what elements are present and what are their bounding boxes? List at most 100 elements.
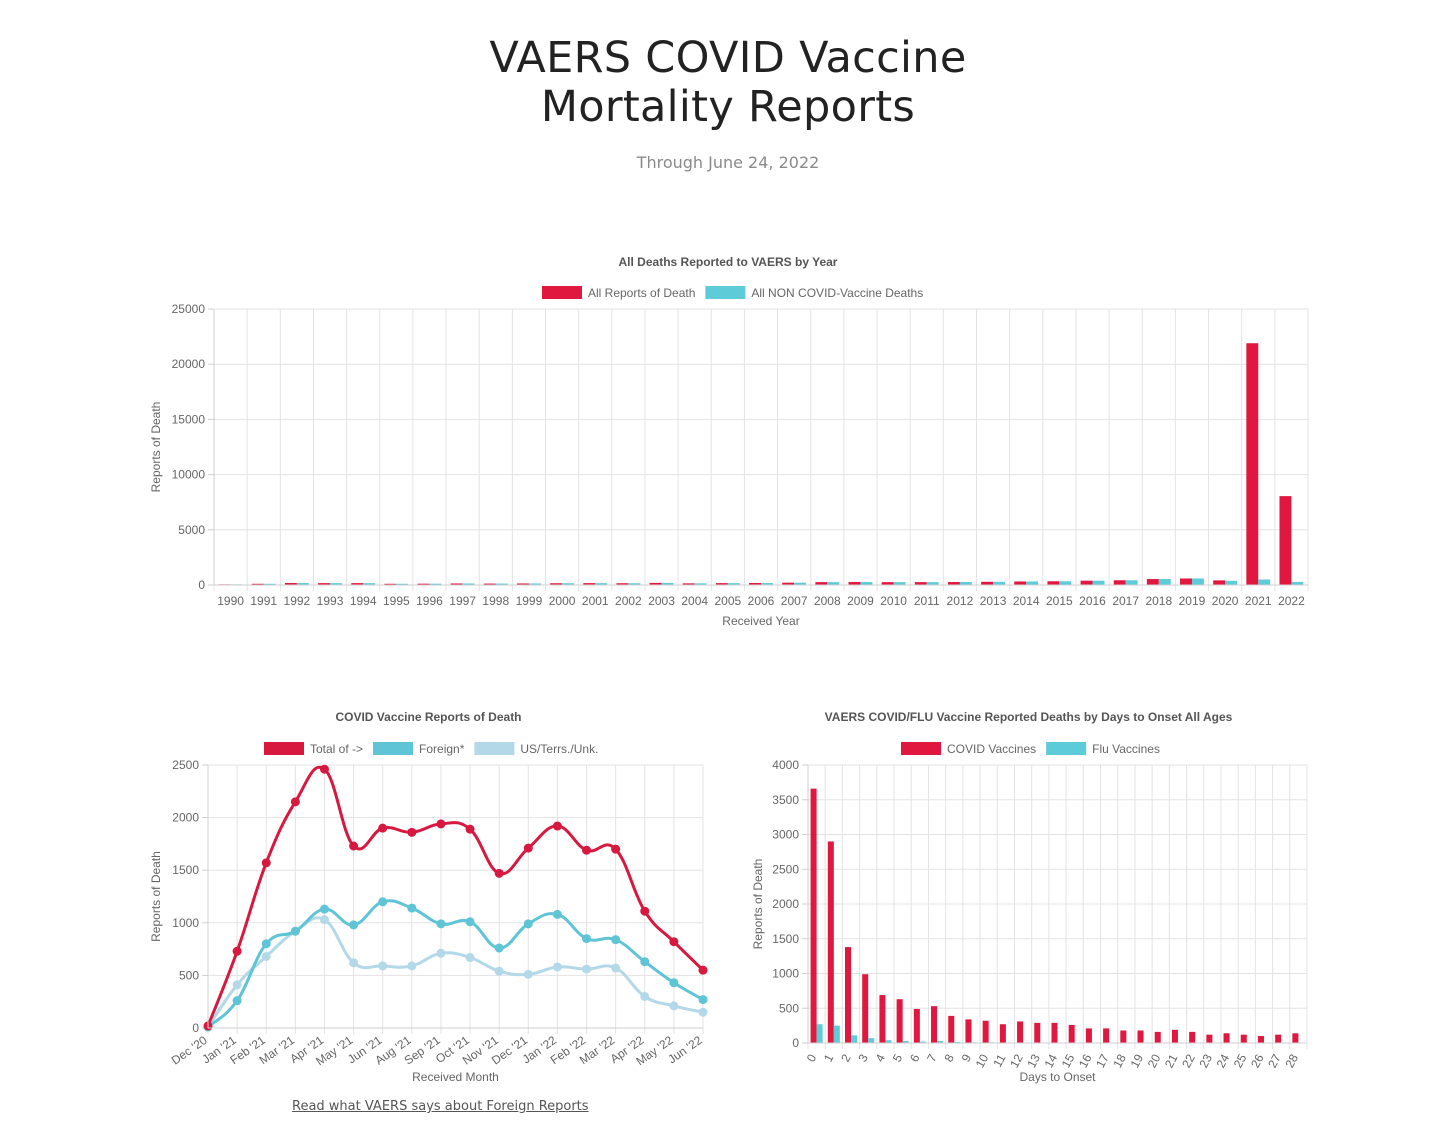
bar-1-2019 bbox=[1191, 578, 1204, 585]
bar-1-2016 bbox=[1092, 580, 1105, 585]
bar-1-2000 bbox=[562, 583, 575, 585]
bar-0-2003 bbox=[649, 582, 662, 585]
y-tick-label: 500 bbox=[779, 1001, 799, 1015]
bar-0-28 bbox=[1292, 1033, 1299, 1043]
bar-1-2018 bbox=[1158, 579, 1171, 585]
y-tick-label: 0 bbox=[198, 578, 205, 592]
x-tick-label: 21 bbox=[1162, 1052, 1181, 1071]
legend-label-1: All NON COVID-Vaccine Deaths bbox=[751, 286, 923, 300]
bar-0-2004 bbox=[682, 583, 695, 585]
point-1-Jan '22 bbox=[552, 909, 562, 919]
x-axis-title: Received Year bbox=[722, 614, 799, 628]
point-2-May '22 bbox=[669, 1001, 679, 1011]
x-tick-label: 1999 bbox=[516, 594, 543, 608]
x-tick-label: 2001 bbox=[582, 594, 609, 608]
chart-svg: All Deaths Reported to VAERS by Year All … bbox=[149, 255, 1309, 628]
x-tick-label: 6 bbox=[907, 1052, 923, 1065]
bar-0-2006 bbox=[749, 583, 761, 585]
point-1-Mar '22 bbox=[611, 935, 621, 945]
bar-1-3 bbox=[868, 1038, 875, 1043]
point-0-Apr '22 bbox=[640, 906, 650, 916]
legend-swatch-0 bbox=[264, 742, 304, 755]
x-tick-label: 2000 bbox=[549, 594, 576, 608]
monthly-deaths-chart: COVID Vaccine Reports of Death Total of -… bbox=[140, 700, 720, 1095]
yearly-deaths-chart: All Deaths Reported to VAERS by Year All … bbox=[140, 245, 1320, 640]
y-tick-label: 25000 bbox=[172, 302, 206, 316]
point-1-Jan '21 bbox=[232, 996, 242, 1006]
bar-0-22 bbox=[1189, 1031, 1196, 1043]
x-tick-label: 3 bbox=[855, 1052, 871, 1065]
point-1-Mar '21 bbox=[290, 926, 300, 936]
y-tick-label: 0 bbox=[792, 1036, 799, 1050]
bar-0-2012 bbox=[947, 582, 960, 585]
legend-label-0: All Reports of Death bbox=[588, 286, 695, 300]
point-1-Aug '21 bbox=[407, 903, 417, 913]
bar-0-0 bbox=[810, 788, 817, 1043]
point-0-Sep '21 bbox=[436, 819, 446, 829]
bar-0-1994 bbox=[351, 583, 364, 585]
point-1-Oct '21 bbox=[465, 917, 475, 927]
point-0-Feb '21 bbox=[261, 858, 271, 868]
x-tick-label: 2015 bbox=[1046, 594, 1073, 608]
chart-title: COVID Vaccine Reports of Death bbox=[335, 710, 521, 724]
bar-1-2017 bbox=[1125, 580, 1138, 585]
series-line-1 bbox=[206, 899, 704, 1029]
x-axis-title: Received Month bbox=[412, 1070, 499, 1084]
x-tick-label: Jun '22 bbox=[665, 1033, 705, 1067]
x-tick-label: 27 bbox=[1265, 1052, 1284, 1071]
legend-swatch-2 bbox=[474, 742, 515, 755]
y-axis-title: Reports of Death bbox=[149, 851, 163, 942]
x-tick-label: 1992 bbox=[284, 594, 311, 608]
bar-1-1993 bbox=[330, 583, 342, 585]
legend-swatch-1 bbox=[1046, 742, 1087, 755]
y-tick-label: 1500 bbox=[172, 863, 199, 877]
bar-0-21 bbox=[1171, 1029, 1178, 1043]
page-title-line-2: Mortality Reports bbox=[540, 82, 916, 132]
point-2-Feb '22 bbox=[582, 964, 592, 974]
chart-svg: VAERS COVID/FLU Vaccine Reported Deaths … bbox=[751, 710, 1308, 1084]
chart-title: All Deaths Reported to VAERS by Year bbox=[619, 255, 838, 269]
point-0-Jun '22 bbox=[698, 965, 708, 975]
bar-0-1992 bbox=[284, 583, 297, 585]
point-0-Aug '21 bbox=[407, 827, 417, 837]
bar-1-2002 bbox=[628, 583, 641, 585]
bar-0-5 bbox=[896, 999, 903, 1043]
chart-svg: COVID Vaccine Reports of Death Total of -… bbox=[149, 710, 708, 1084]
point-0-Oct '21 bbox=[465, 824, 475, 834]
bar-0-25 bbox=[1240, 1034, 1247, 1043]
bar-1-2010 bbox=[893, 582, 906, 585]
bar-0-2013 bbox=[981, 581, 994, 585]
bar-1-2021 bbox=[1258, 579, 1271, 585]
x-tick-label: 18 bbox=[1110, 1052, 1129, 1071]
point-2-May '21 bbox=[349, 958, 359, 968]
x-tick-label: 2011 bbox=[914, 594, 940, 608]
x-tick-label: 24 bbox=[1214, 1052, 1233, 1071]
y-tick-label: 3500 bbox=[772, 793, 799, 807]
y-tick-label: 2500 bbox=[172, 758, 199, 772]
x-tick-label: 1 bbox=[821, 1052, 837, 1065]
x-tick-label: 9 bbox=[959, 1052, 975, 1065]
point-2-Jan '22 bbox=[552, 962, 562, 972]
bar-1-1996 bbox=[429, 583, 442, 585]
bar-1-2006 bbox=[761, 583, 773, 585]
x-tick-label: 2002 bbox=[615, 594, 642, 608]
bar-0-8 bbox=[948, 1015, 955, 1043]
bar-0-1995 bbox=[384, 583, 397, 585]
foreign-reports-link[interactable]: Read what VAERS says about Foreign Repor… bbox=[292, 1099, 589, 1114]
bar-1-5 bbox=[902, 1040, 909, 1043]
y-tick-label: 2500 bbox=[772, 862, 799, 876]
point-0-Mar '21 bbox=[290, 797, 300, 807]
bar-1-1 bbox=[833, 1025, 840, 1043]
bar-0-1993 bbox=[318, 583, 331, 585]
point-0-Dec '21 bbox=[523, 843, 533, 853]
x-tick-label: 2007 bbox=[781, 594, 808, 608]
x-tick-label: 10 bbox=[973, 1052, 992, 1071]
y-tick-label: 0 bbox=[192, 1021, 199, 1035]
page-title: VAERS COVID Vaccine Mortality Reports bbox=[0, 34, 1456, 132]
x-tick-label: 23 bbox=[1196, 1052, 1215, 1071]
bar-1-2012 bbox=[959, 582, 972, 585]
bar-0-1 bbox=[827, 841, 834, 1043]
y-axis-title: Reports of Death bbox=[751, 859, 765, 950]
bar-1-1991 bbox=[263, 583, 276, 585]
bar-1-0 bbox=[816, 1024, 823, 1043]
